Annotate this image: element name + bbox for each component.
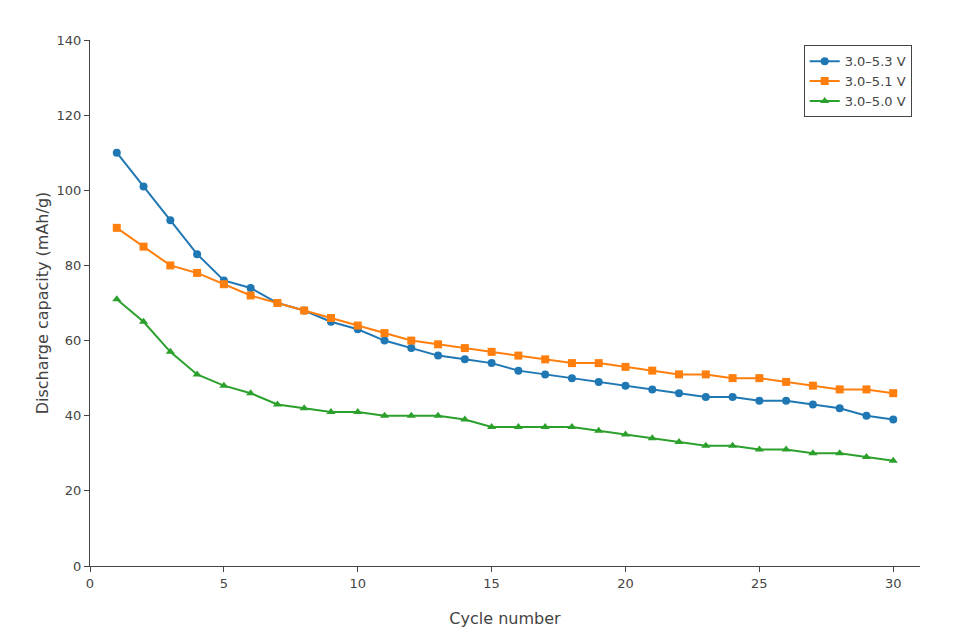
svg-text:20: 20	[617, 576, 634, 591]
svg-text:10: 10	[349, 576, 366, 591]
svg-text:5: 5	[220, 576, 228, 591]
svg-text:0: 0	[73, 559, 81, 574]
svg-text:Cycle number: Cycle number	[449, 609, 561, 628]
svg-text:120: 120	[57, 108, 82, 123]
svg-text:15: 15	[483, 576, 500, 591]
svg-text:80: 80	[65, 258, 82, 273]
svg-text:3.0–5.1 V: 3.0–5.1 V	[845, 74, 906, 89]
svg-text:3.0–5.3 V: 3.0–5.3 V	[845, 54, 906, 69]
svg-text:100: 100	[57, 183, 82, 198]
svg-text:3.0–5.0 V: 3.0–5.0 V	[845, 94, 906, 109]
svg-text:60: 60	[65, 333, 82, 348]
svg-text:0: 0	[86, 576, 94, 591]
svg-text:30: 30	[885, 576, 902, 591]
svg-text:20: 20	[65, 483, 82, 498]
svg-text:40: 40	[65, 408, 82, 423]
svg-text:Discharge capacity (mAh/g): Discharge capacity (mAh/g)	[33, 192, 52, 415]
svg-text:140: 140	[57, 33, 82, 48]
svg-text:25: 25	[751, 576, 768, 591]
